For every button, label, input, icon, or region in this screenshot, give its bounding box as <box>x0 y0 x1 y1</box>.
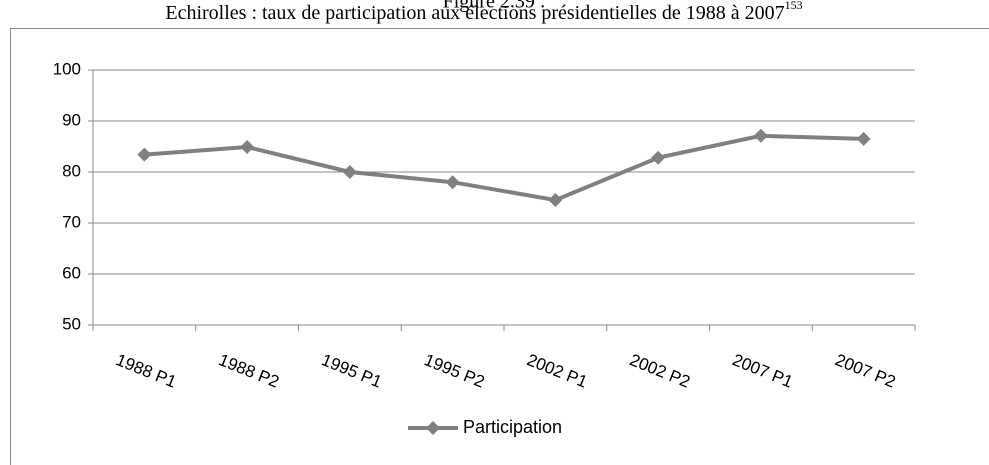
point <box>548 193 563 208</box>
legend-label: Participation <box>463 417 562 437</box>
x-tick-label: 1988 P2 <box>216 350 282 391</box>
chart-border <box>10 28 989 465</box>
point <box>342 165 357 179</box>
series-line <box>144 133 864 203</box>
x-tick-label: 2002 P2 <box>627 350 693 391</box>
y-tick-label: 100 <box>53 59 81 78</box>
x-tick-label: 2007 P1 <box>730 350 796 391</box>
title-text: Echirolles : taux de participation aux é… <box>165 2 784 24</box>
x-tick-label: 1995 P1 <box>319 350 385 391</box>
y-tick-label: 50 <box>62 314 81 333</box>
point <box>856 131 871 146</box>
y-tick-label: 60 <box>62 263 81 282</box>
legend-marker <box>426 421 440 435</box>
title-note: 153 <box>785 0 803 12</box>
x-tick-label: 2007 P2 <box>832 350 898 391</box>
y-tick-label: 80 <box>62 161 81 180</box>
x-tick-label: 2002 P1 <box>524 350 590 391</box>
point <box>651 150 666 165</box>
point <box>445 175 460 190</box>
x-tick-label: 1995 P2 <box>421 350 487 391</box>
y-tick-label: 90 <box>62 110 81 129</box>
point <box>240 140 255 155</box>
x-tick-label: 1988 P1 <box>113 350 179 391</box>
y-tick-label: 70 <box>62 212 81 231</box>
point <box>137 147 152 162</box>
chart-title: Echirolles : taux de participation aux é… <box>165 0 802 24</box>
point <box>753 128 768 143</box>
figure-label: Figure 2.39 : <box>443 0 546 13</box>
